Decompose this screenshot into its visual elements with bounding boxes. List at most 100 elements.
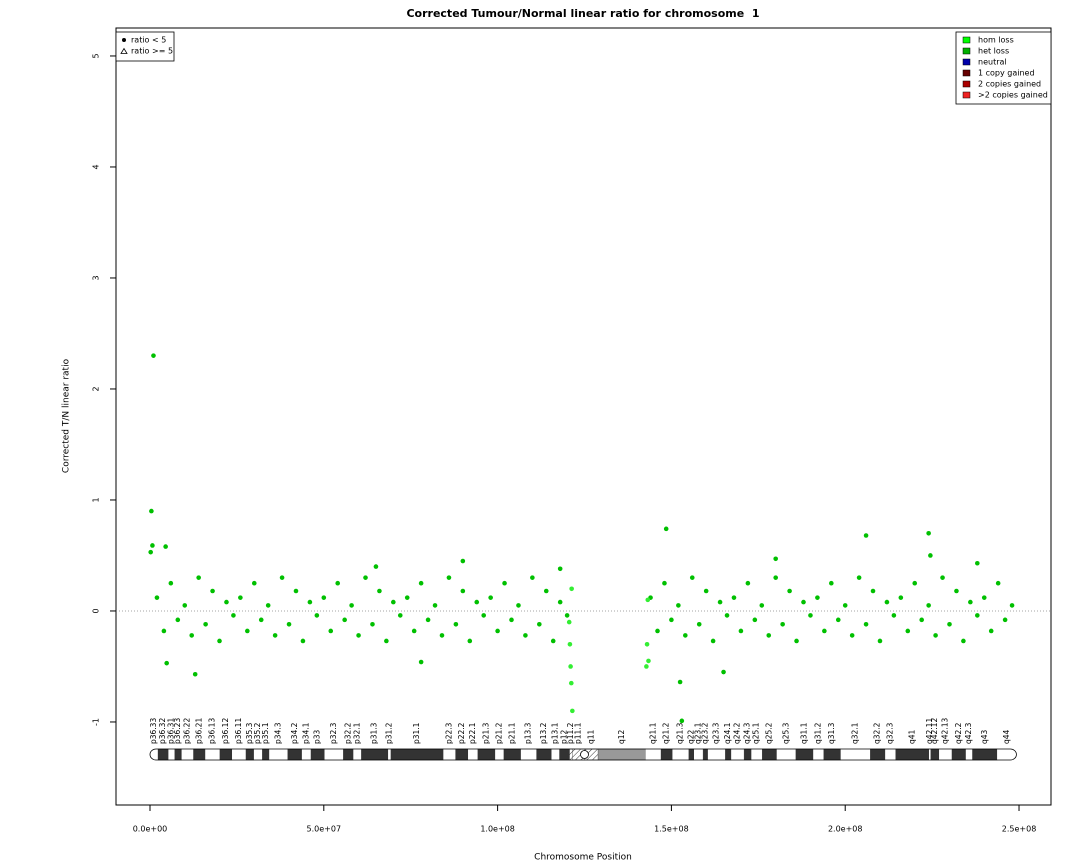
- band-label: q42.2: [954, 722, 963, 744]
- data-point: [696, 621, 702, 627]
- band-label: p21.2: [495, 722, 504, 744]
- data-point: [683, 633, 688, 638]
- legend-swatch: [962, 91, 971, 99]
- data-point: [377, 588, 382, 594]
- ideogram-band: [694, 749, 704, 760]
- ideogram-band: [761, 748, 777, 761]
- band-label: q23.1: [694, 722, 703, 744]
- ideogram-band: [287, 748, 303, 761]
- band-label: p11.2: [566, 722, 575, 744]
- band-label: p36.13: [208, 718, 217, 744]
- data-point: [926, 530, 931, 536]
- data-point: [898, 595, 904, 600]
- ideogram-band: [353, 749, 362, 760]
- band-label: p31.3: [370, 722, 379, 744]
- data-point: [928, 553, 933, 558]
- data-point: [721, 669, 726, 675]
- band-label: p34.1: [301, 722, 310, 744]
- data-point: [523, 633, 528, 638]
- ideogram-band: [388, 749, 391, 760]
- x-tick-label: 0.0e+00: [133, 825, 168, 834]
- data-point: [566, 619, 572, 625]
- data-point: [537, 621, 542, 627]
- ideogram-band: [495, 749, 504, 760]
- legend-label: ratio >= 5: [131, 47, 173, 56]
- band-label: p34.2: [290, 722, 299, 744]
- data-point: [745, 580, 751, 586]
- ideogram-band: [965, 749, 973, 760]
- ideogram-band: [672, 749, 689, 760]
- band-label: p35.2: [253, 722, 262, 744]
- band-label: q21.2: [662, 722, 671, 744]
- ideogram-band: [468, 749, 478, 760]
- legend-box: [955, 31, 1052, 105]
- ideogram-band: [536, 748, 552, 761]
- data-point: [391, 599, 396, 605]
- band-label: q44: [1002, 729, 1011, 744]
- data-point: [677, 679, 683, 685]
- ideogram-band: [390, 748, 444, 761]
- band-label: q42.12: [930, 718, 939, 744]
- ideogram-band: [301, 749, 311, 760]
- ideogram-band: [245, 748, 255, 761]
- data-point: [370, 621, 375, 627]
- data-point: [669, 617, 674, 623]
- ideogram-band: [343, 748, 354, 761]
- ideogram-band: [157, 748, 169, 761]
- band-label: p22.1: [468, 722, 477, 744]
- data-point: [947, 621, 952, 627]
- ideogram-band: [324, 749, 344, 760]
- legend-box: [115, 31, 175, 62]
- data-point: [568, 680, 574, 686]
- data-point: [210, 588, 215, 594]
- ideogram-band: [660, 748, 673, 761]
- legend-swatch: [962, 36, 971, 44]
- legend-swatch: [962, 47, 971, 55]
- data-point: [404, 595, 410, 600]
- data-point: [568, 664, 573, 669]
- band-label: p36.22: [183, 718, 192, 744]
- data-point: [995, 580, 1001, 586]
- data-point: [460, 558, 466, 564]
- data-point: [655, 628, 660, 634]
- ideogram-band: [597, 748, 646, 761]
- data-point: [307, 599, 313, 605]
- ideogram-band: [551, 749, 560, 760]
- data-point: [940, 575, 945, 580]
- data-point: [738, 628, 744, 634]
- data-point: [150, 543, 155, 548]
- band-label: q25.1: [752, 722, 761, 744]
- ideogram-band: [885, 749, 896, 760]
- x-tick-label: 1.5e+08: [654, 825, 689, 834]
- data-point: [161, 628, 167, 634]
- data-point: [752, 617, 758, 623]
- ideogram-band: [520, 749, 537, 760]
- data-point: [961, 638, 966, 644]
- band-label: q24.3: [743, 722, 752, 744]
- data-point: [644, 664, 649, 669]
- ideogram-band: [939, 749, 952, 760]
- shape-legend: ratio < 5 ratio >= 5: [115, 31, 175, 62]
- band-label: p31.1: [412, 722, 421, 744]
- data-point: [842, 603, 848, 608]
- data-point: [418, 580, 424, 586]
- band-label: p36.12: [221, 718, 230, 744]
- band-label: p36.32: [158, 718, 167, 744]
- data-point: [717, 599, 723, 605]
- band-label: p36.31: [167, 718, 176, 744]
- ideogram-band: [477, 748, 496, 761]
- data-point: [543, 588, 549, 594]
- band-label: q25.3: [781, 722, 790, 744]
- band-label: p31.2: [384, 722, 393, 744]
- data-point: [663, 526, 669, 532]
- data-point: [877, 638, 883, 644]
- data-point: [384, 638, 389, 644]
- band-label: q23.2: [700, 722, 709, 744]
- y-tick-label: 1: [92, 497, 101, 502]
- ideogram-band: [262, 748, 270, 761]
- x-tick-label: 1.0e+08: [480, 825, 515, 834]
- data-point: [676, 603, 681, 608]
- data-point: [272, 633, 278, 638]
- data-point: [773, 575, 778, 580]
- ideogram-outline: [149, 748, 1017, 761]
